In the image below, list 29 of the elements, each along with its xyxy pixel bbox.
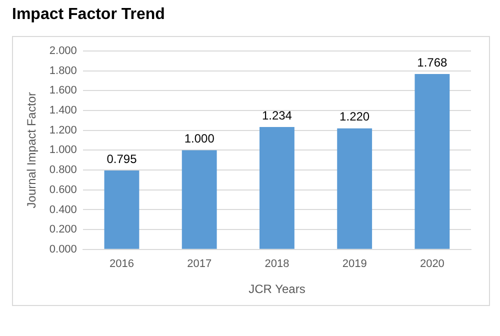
x-tick-label: 2020 (420, 258, 444, 270)
x-axis-title: JCR Years (248, 282, 306, 296)
x-tick-label: 2016 (109, 258, 134, 270)
data-label: 1.768 (417, 55, 448, 70)
data-label: 0.795 (106, 152, 138, 166)
y-tick-label: 1.800 (49, 64, 77, 77)
y-tick-label: 0.400 (49, 204, 77, 216)
y-tick-label: 1.200 (49, 124, 77, 136)
bar (260, 126, 294, 249)
data-label: 1.234 (262, 108, 292, 122)
data-label: 1.000 (184, 132, 215, 146)
bar (337, 128, 372, 249)
chart-title: Impact Factor Trend (12, 6, 165, 24)
y-tick-label: 1.600 (49, 84, 77, 97)
bar (104, 170, 140, 249)
y-tick-label: 1.000 (49, 144, 77, 156)
y-tick-label: 1.400 (49, 104, 77, 117)
y-tick-label: 2.000 (49, 45, 77, 58)
y-tick-label: 0.600 (49, 184, 77, 196)
y-tick-label: 0.000 (49, 243, 77, 256)
y-axis-title: Journal Impact Factor (24, 92, 39, 208)
data-label: 1.220 (340, 110, 370, 124)
y-tick-label: 0.800 (49, 164, 77, 176)
bar (182, 150, 217, 249)
bar (414, 74, 450, 249)
y-tick-label: 0.200 (49, 224, 77, 236)
x-tick-label: 2018 (264, 258, 290, 270)
x-tick-label: 2017 (187, 258, 212, 270)
x-tick-label: 2019 (342, 258, 367, 270)
